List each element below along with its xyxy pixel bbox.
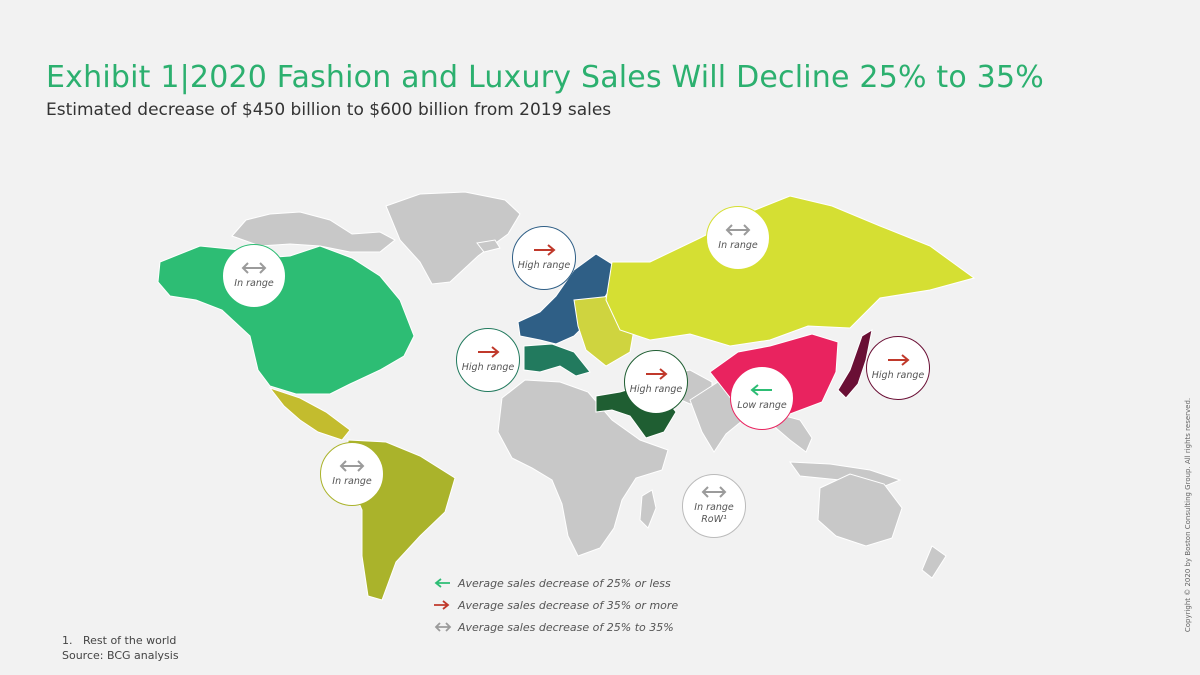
legend-item-high: Average sales decrease of 35% or more (458, 599, 678, 612)
legend-text: Average sales decrease of 25% to 35% (458, 621, 674, 634)
western-europe-region (523, 343, 591, 377)
arctic-islands (231, 211, 396, 253)
bubble-japan: High range (866, 336, 930, 400)
russia-region (605, 195, 976, 347)
double-arrow-icon (241, 262, 267, 274)
left-arrow-icon (750, 384, 772, 396)
bubble-label: Low range (737, 400, 787, 411)
madagascar (639, 489, 657, 529)
copyright-notice: Copyright © 2020 by Boston Consulting Gr… (1184, 397, 1192, 633)
double-arrow-icon (339, 460, 365, 472)
right-arrow-icon (646, 368, 668, 380)
bubble-china: Low range (730, 366, 794, 430)
bubble-western-europe: High range (456, 328, 520, 392)
bubble-sublabel: RoW¹ (701, 514, 727, 525)
right-arrow-icon (888, 354, 910, 366)
bubble-label: In range (234, 278, 274, 289)
bubble-label: High range (517, 260, 571, 271)
exhibit-subtitle: Estimated decrease of $450 billion to $6… (46, 100, 612, 120)
new-zealand (921, 545, 947, 579)
bubble-rest-of-world: In range RoW¹ (682, 474, 746, 538)
australia (817, 473, 903, 547)
bubble-label: High range (629, 384, 683, 395)
exhibit-title: Exhibit 1|2020 Fashion and Luxury Sales … (46, 60, 1044, 95)
legend-text: Average sales decrease of 25% or less (458, 577, 671, 590)
north-america-region (157, 245, 415, 395)
double-arrow-icon (701, 486, 727, 498)
right-arrow-icon (478, 346, 500, 358)
right-arrow-icon (534, 244, 556, 256)
legend-arrow-range (434, 622, 452, 632)
bubble-middle-east: High range (624, 350, 688, 414)
bubble-latin-america: In range (320, 442, 384, 506)
footnote: 1. Rest of the world (62, 634, 177, 647)
bubble-north-america: In range (222, 244, 286, 308)
double-arrow-icon (725, 224, 751, 236)
legend-arrow-low (434, 578, 450, 588)
central-america-region (268, 387, 351, 441)
source-note: Source: BCG analysis (62, 649, 179, 662)
greenland (385, 191, 521, 285)
bubble-northern-europe: High range (512, 226, 576, 290)
legend-item-range: Average sales decrease of 25% to 35% (458, 621, 674, 634)
iceland (476, 239, 501, 253)
legend-text: Average sales decrease of 35% or more (458, 599, 679, 612)
legend-arrow-high (434, 600, 450, 610)
africa (497, 379, 669, 557)
legend-item-low: Average sales decrease of 25% or less (458, 577, 671, 590)
bubble-label: High range (461, 362, 515, 373)
bubble-label: In range (694, 502, 734, 513)
japan-region (837, 328, 873, 399)
bubble-label: In range (332, 476, 372, 487)
bubble-label: In range (718, 240, 758, 251)
bubble-label: High range (871, 370, 925, 381)
bubble-russia: In range (706, 206, 770, 270)
